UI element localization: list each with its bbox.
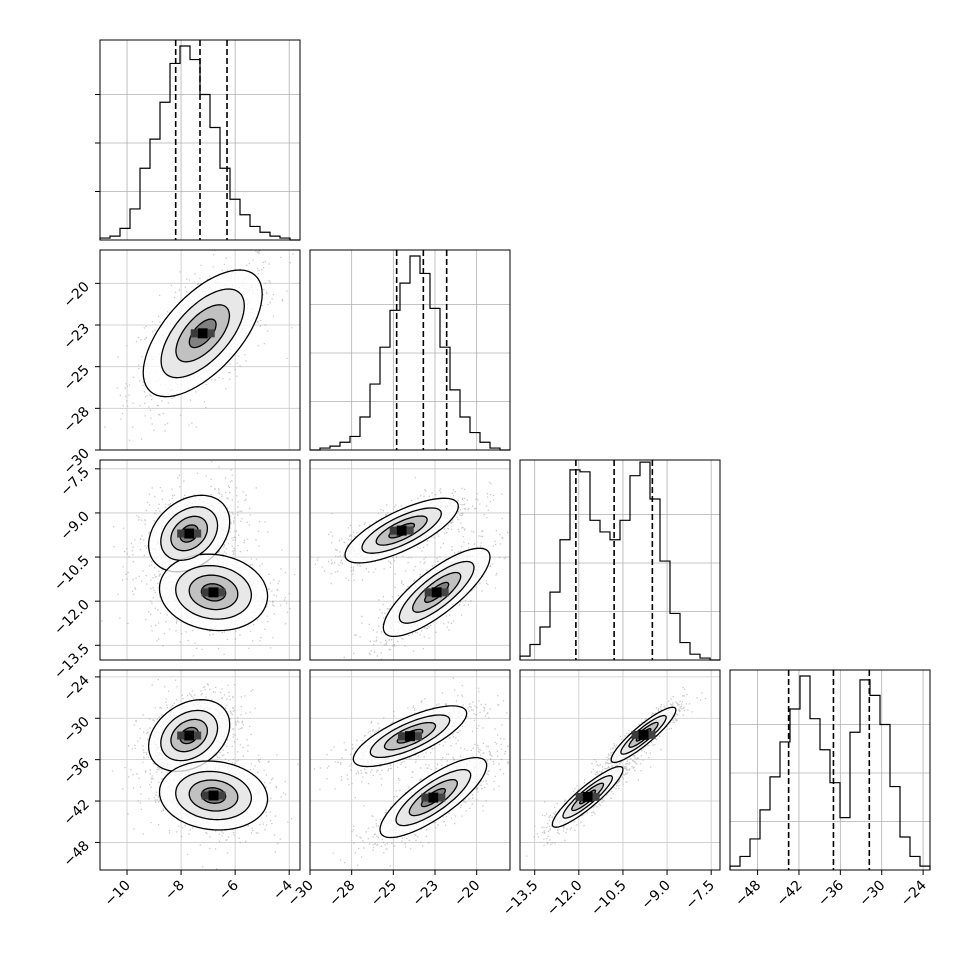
y-tick-label: −36 — [61, 755, 93, 787]
density-layer — [313, 677, 509, 867]
density-cell — [218, 791, 226, 800]
panel-1-0: −20−23−25−28−30 — [61, 249, 301, 478]
y-tick-label: −13.5 — [51, 641, 93, 683]
x-tick-label: −9.0 — [639, 878, 674, 913]
panel-frame — [309, 249, 511, 451]
density-peak — [638, 729, 649, 740]
x-tick-label: −7.5 — [683, 878, 718, 913]
panel-frame — [729, 669, 931, 871]
panel-frame — [519, 669, 721, 871]
y-tick-label: −9.0 — [57, 508, 92, 543]
density-cell — [190, 329, 198, 338]
scatter-points — [313, 677, 509, 867]
y-tick-label: −28 — [61, 404, 93, 436]
density-cell — [438, 793, 446, 802]
x-tick-label: −20 — [451, 878, 483, 910]
density-layer — [111, 679, 299, 870]
x-tick-label: −42 — [774, 878, 806, 910]
x-tick-label: −6 — [216, 877, 242, 903]
panel-frame — [519, 459, 721, 661]
y-tick-label: −23 — [61, 321, 93, 353]
density-layer — [104, 250, 294, 441]
histogram-3 — [729, 675, 931, 870]
density-peak — [582, 791, 593, 802]
panel-0-0 — [95, 39, 301, 241]
density-cell — [201, 588, 209, 597]
density-layer — [100, 461, 296, 657]
density-peak — [208, 790, 219, 801]
x-tick-label: −12.0 — [544, 878, 586, 920]
y-tick-label: −25 — [61, 362, 93, 394]
density-cell — [398, 732, 405, 741]
density-cell — [406, 526, 414, 535]
x-tick-label: −24 — [898, 877, 930, 909]
density-cell — [421, 793, 429, 802]
x-tick-label: −30 — [856, 878, 888, 910]
panel-3-2: −13.5 −12.0 −10.5 −9.0 −7.5 — [500, 669, 721, 920]
density-peak — [208, 587, 219, 598]
x-tick-label: −10 — [102, 878, 134, 910]
density-cell — [177, 731, 185, 740]
density-cell — [648, 730, 656, 739]
density-cell — [218, 588, 226, 597]
density-peak — [405, 731, 415, 742]
x-tick-label: −28 — [326, 878, 358, 910]
panel-frame — [309, 669, 511, 871]
panel-frame — [99, 249, 301, 451]
panel-3-0: −24−30−36−42−48−10 −8 −6 −4 — [61, 669, 301, 910]
scatter-points — [100, 461, 296, 657]
panel-frame — [99, 669, 301, 871]
density-cell — [201, 791, 209, 800]
panel-1-1 — [309, 249, 511, 451]
density-cell — [441, 588, 449, 597]
density-cell — [194, 731, 202, 740]
x-tick-label: −25 — [368, 878, 400, 910]
x-tick-label: −8 — [162, 878, 188, 904]
density-cell — [415, 732, 422, 741]
density-peak — [197, 328, 208, 339]
histogram-2 — [519, 461, 720, 661]
panel-frame — [99, 39, 301, 241]
y-tick-label: −20 — [61, 279, 93, 311]
density-peak — [431, 587, 442, 598]
x-tick-label: −36 — [815, 877, 847, 909]
density-layer — [526, 687, 707, 857]
density-layer — [314, 477, 509, 660]
density-cell — [424, 588, 432, 597]
density-cell — [194, 529, 202, 538]
x-tick-label: −23 — [410, 878, 442, 910]
density-cell — [177, 529, 185, 538]
panel-2-0: −7.5−9.0−10.5−12.0−13.5 — [51, 459, 301, 683]
panel-2-2 — [519, 459, 721, 661]
density-cell — [631, 730, 639, 739]
density-peak — [396, 525, 407, 536]
density-cell — [575, 792, 583, 801]
density-peak — [428, 792, 439, 803]
density-cell — [207, 329, 215, 338]
x-tick-label: −48 — [732, 878, 764, 910]
histogram-1 — [310, 255, 510, 451]
x-tick-label: −13.5 — [500, 878, 542, 920]
y-tick-label: −48 — [61, 838, 93, 870]
density-cell — [389, 526, 397, 535]
y-tick-label: −10.5 — [51, 553, 93, 595]
y-tick-label: −30 — [61, 714, 93, 746]
density-peak — [184, 528, 195, 539]
x-tick-label: −10.5 — [588, 878, 630, 920]
panel-2-1 — [309, 459, 511, 661]
panel-3-1: −30 −28 −25 −23 −20 — [285, 669, 511, 910]
density-cell — [592, 792, 600, 801]
density-peak — [184, 730, 195, 741]
y-tick-label: −12.0 — [51, 597, 93, 639]
panel-frame — [309, 459, 511, 661]
panel-frame — [99, 459, 301, 661]
y-tick-label: −42 — [61, 797, 93, 829]
panel-3-3: −48 −42 −36 −30 −24 — [729, 669, 931, 910]
